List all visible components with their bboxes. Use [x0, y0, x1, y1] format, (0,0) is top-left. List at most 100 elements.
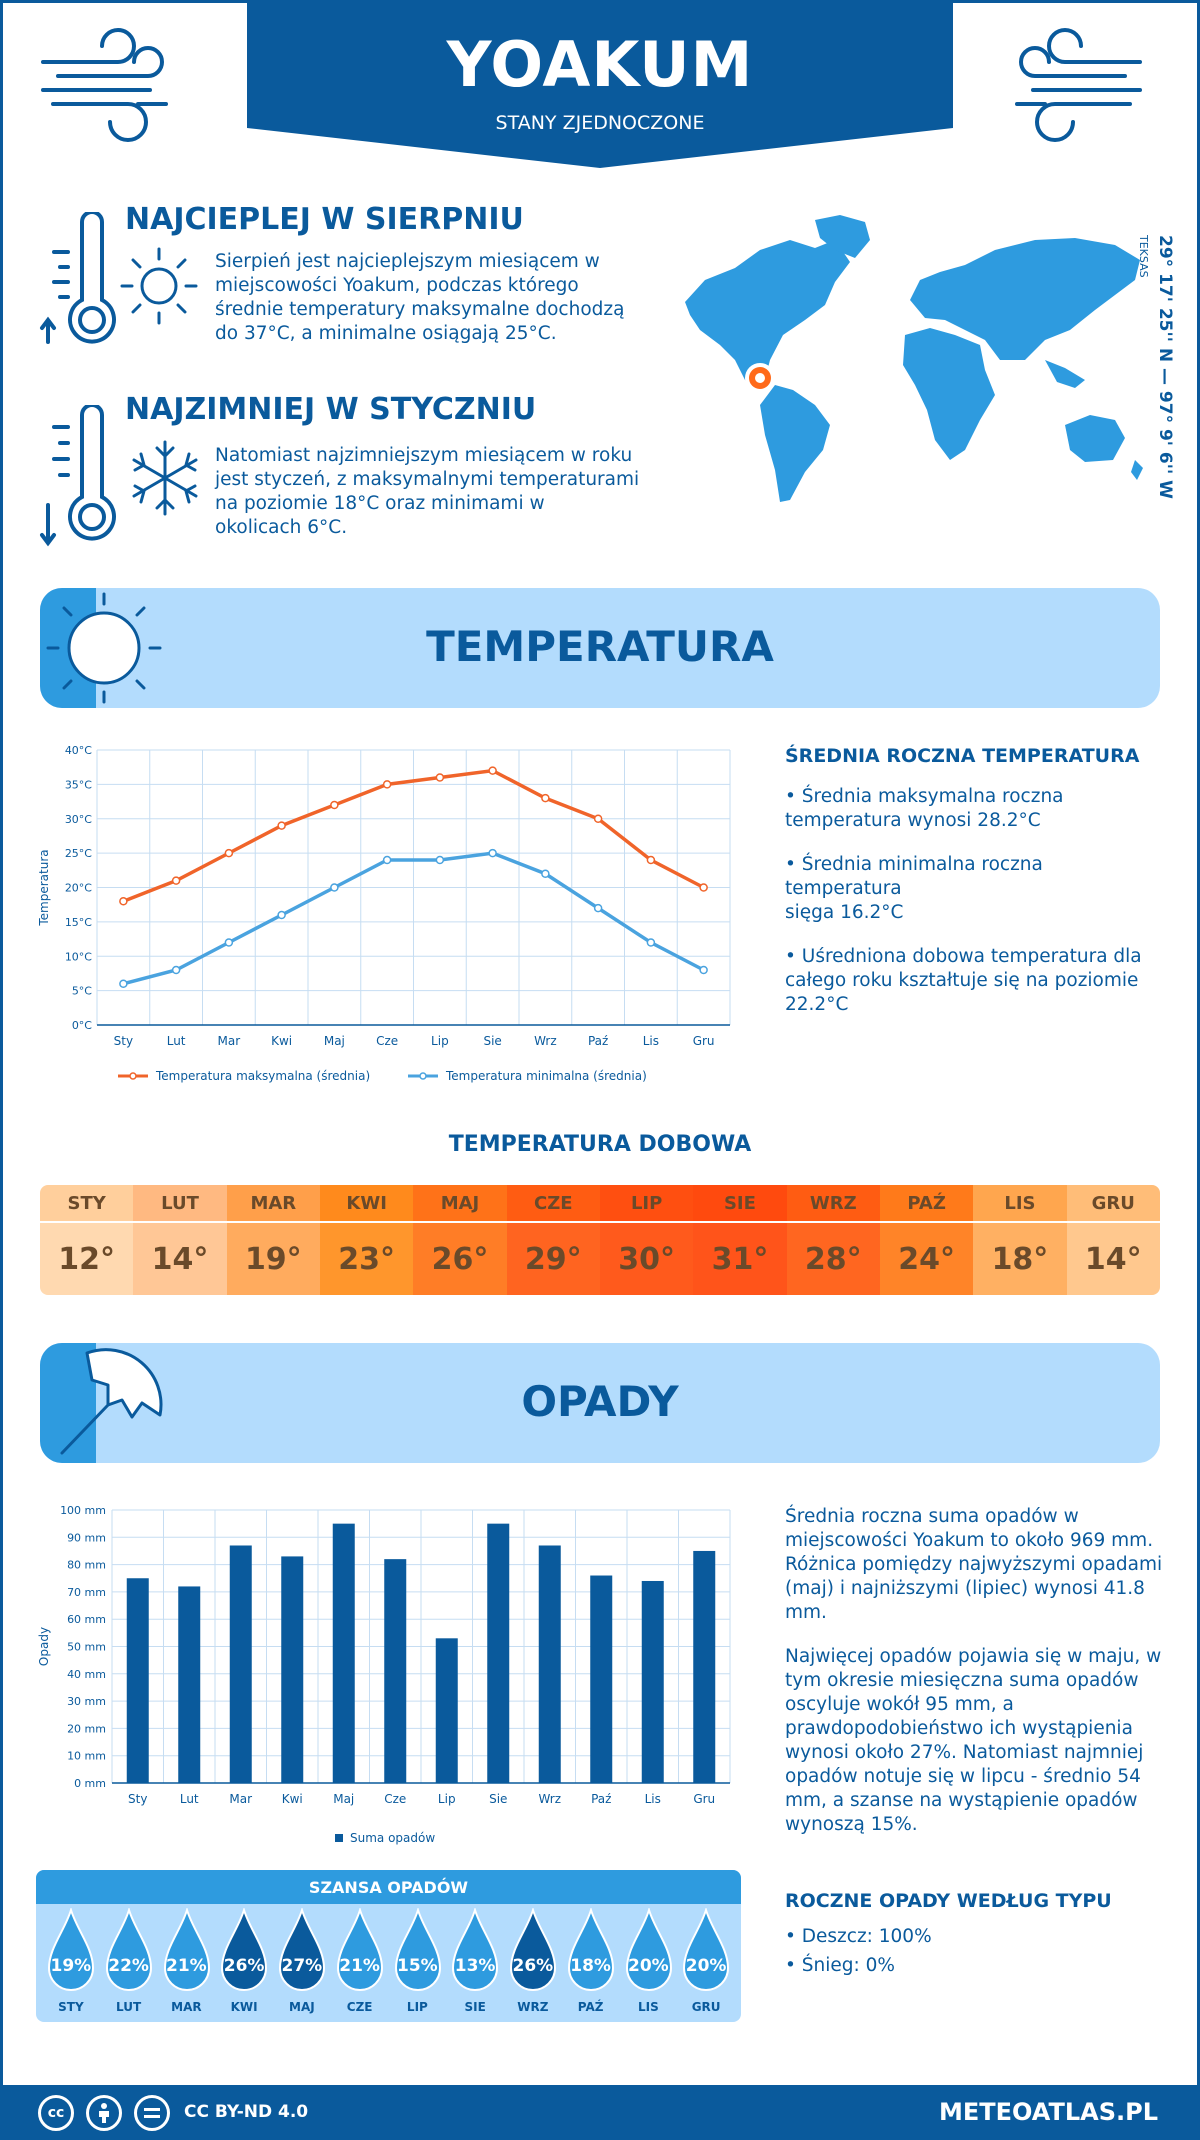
- daily-temp-month: WRZ: [786, 1185, 880, 1223]
- data-point: [593, 814, 603, 823]
- x-tick-label: Maj: [333, 1792, 354, 1806]
- x-tick-label: Kwi: [282, 1792, 303, 1806]
- y-tick-label: 90 mm: [67, 1531, 106, 1544]
- x-tick-label: Paź: [591, 1792, 611, 1806]
- daily-temp-month: STY: [40, 1185, 134, 1223]
- series-line: [122, 851, 705, 986]
- daily-temp-value: 23°: [319, 1223, 414, 1295]
- bar: [590, 1575, 613, 1783]
- raindrop-icon: [625, 1908, 672, 1991]
- data-point: [488, 766, 497, 775]
- precip-summary-p1: Średnia roczna suma opadów w miejscowości…: [785, 1506, 1163, 1623]
- bar: [538, 1545, 561, 1783]
- precip-chance-month: GRU: [691, 2000, 721, 2014]
- site-link[interactable]: METEOATLAS.PL: [938, 2098, 1158, 2126]
- precip-chance-month: KWI: [230, 2000, 258, 2014]
- daily-temp-cell: LIS 18°: [973, 1185, 1067, 1295]
- x-tick-label: Paź: [588, 1034, 608, 1048]
- precip-chance-item: 21% MAR: [158, 1908, 216, 2020]
- data-point: [435, 855, 445, 865]
- bar: [384, 1559, 407, 1783]
- daily-temp-value: 26°: [413, 1223, 507, 1295]
- sun-icon: [46, 592, 162, 704]
- precip-chance-item: 19% STY: [42, 1908, 100, 2020]
- x-tick-label: Sie: [489, 1792, 507, 1806]
- precip-chance-month: SIE: [464, 2000, 486, 2014]
- raindrop-icon: [336, 1908, 383, 1991]
- data-point: [488, 848, 497, 858]
- daily-temp-month: GRU: [1066, 1185, 1160, 1223]
- thermometer-cold-icon: [40, 405, 116, 547]
- precip-section-header: OPADY: [40, 1343, 1160, 1463]
- x-tick-label: Lis: [645, 1792, 661, 1806]
- precip-chance-value: 21%: [339, 1956, 380, 1976]
- wind-icon: [1015, 28, 1142, 142]
- precip-type-snow: • Śnieg: 0%: [785, 1955, 895, 1976]
- daily-temp-cell: STY 12°: [40, 1185, 134, 1295]
- daily-temp-month: KWI: [319, 1185, 414, 1223]
- daily-temp-value: 28°: [786, 1223, 880, 1295]
- precip-chance-month: WRZ: [517, 2000, 549, 2014]
- daily-temp-value: 12°: [40, 1223, 134, 1295]
- raindrop-icon: [47, 1908, 95, 1991]
- precip-chance-value: 21%: [166, 1956, 207, 1976]
- x-tick-label: Kwi: [271, 1034, 292, 1048]
- y-tick-label: 80 mm: [67, 1559, 106, 1572]
- data-point: [646, 938, 656, 947]
- precip-chance-item: 26% KWI: [215, 1908, 273, 2020]
- daily-temp-cell: LUT 14°: [133, 1185, 227, 1295]
- x-tick-label: Lis: [643, 1034, 659, 1048]
- temperature-chart: 0°C 5°C 10°C 15°C 20°C 25°C 30°C 35°C 40°C Sty Lut…: [37, 744, 731, 1083]
- legend-label: Temperatura minimalna (średnia): [445, 1069, 647, 1083]
- city-name: YOAKUM: [446, 28, 754, 101]
- country-name: STANY ZJEDNOCZONE: [495, 112, 705, 134]
- y-tick-label: 60 mm: [67, 1613, 106, 1626]
- precip-chance-month: STY: [58, 2000, 84, 2014]
- data-point: [330, 800, 339, 810]
- cc-icon: cc: [38, 2095, 74, 2131]
- daily-temp-title: TEMPERATURA DOBOWA: [448, 1132, 752, 1157]
- daily-temp-cell: WRZ 28°: [786, 1185, 880, 1295]
- x-tick-label: Wrz: [538, 1792, 561, 1806]
- bar: [229, 1545, 252, 1783]
- x-tick-label: Maj: [324, 1034, 345, 1048]
- data-point: [541, 793, 550, 803]
- precip-chance-value: 27%: [281, 1956, 323, 1976]
- daily-temp-month: MAR: [226, 1185, 320, 1223]
- region-text: TEKSAS: [1137, 235, 1150, 278]
- daily-temp-cell: LIP 30°: [599, 1185, 694, 1295]
- y-tick-label: 35°C: [65, 778, 92, 791]
- precip-summary-p2: Najwięcej opadów pojawia się w maju, w ty…: [785, 1646, 1162, 1835]
- x-tick-label: Lut: [180, 1792, 199, 1806]
- data-point: [171, 965, 181, 975]
- daily-temp-month: LIS: [973, 1185, 1067, 1223]
- no-derivatives-icon: [134, 2095, 170, 2131]
- data-point: [330, 883, 339, 892]
- y-tick-label: 0°C: [72, 1019, 92, 1032]
- umbrella-icon: [60, 1348, 163, 1455]
- daily-temp-value: 24°: [879, 1223, 974, 1295]
- y-tick-label: 5°C: [72, 985, 92, 998]
- precip-chance-value: 20%: [628, 1956, 669, 1976]
- daily-temp-cell: MAJ 26°: [413, 1185, 507, 1295]
- x-tick-label: Mar: [229, 1792, 252, 1806]
- raindrop-icon: [163, 1908, 210, 1991]
- x-tick-label: Cze: [384, 1792, 406, 1806]
- x-tick-label: Sty: [114, 1034, 133, 1048]
- precip-chance-item: 22% LUT: [100, 1908, 158, 2020]
- y-tick-label: 30°C: [65, 813, 92, 826]
- daily-temp-cell: CZE 29°: [506, 1185, 600, 1295]
- y-tick-label: 40°C: [65, 744, 92, 757]
- temperature-summary: ŚREDNIA ROCZNA TEMPERATURA • Średnia mak…: [785, 745, 1160, 1037]
- hottest-title: NAJCIEPLEJ W SIERPNIU: [125, 202, 524, 237]
- data-point: [593, 903, 603, 913]
- thermometer-hot-icon: [40, 212, 116, 344]
- x-tick-label: Gru: [693, 1034, 715, 1048]
- y-tick-label: 15°C: [65, 916, 92, 929]
- precip-chance-item: 15% LIP: [389, 1908, 447, 2020]
- daily-temp-month: LUT: [133, 1185, 227, 1223]
- summary-title: ŚREDNIA ROCZNA TEMPERATURA: [785, 745, 1140, 767]
- daily-temp-cell: GRU 14°: [1066, 1185, 1160, 1295]
- daily-temp-cell: PAŹ 24°: [879, 1185, 974, 1295]
- series-line: [122, 768, 705, 903]
